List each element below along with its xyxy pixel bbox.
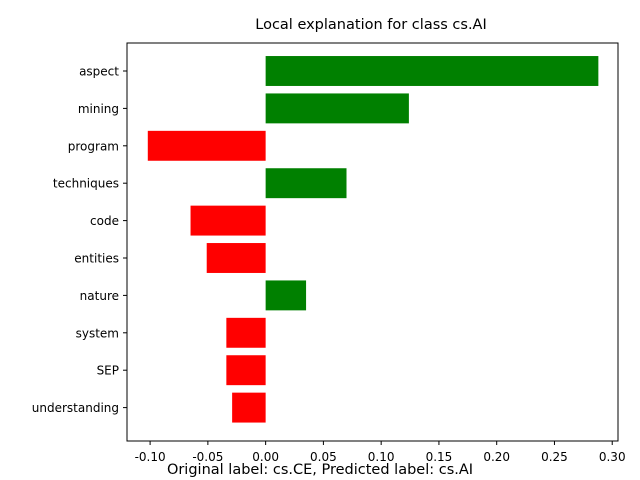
y-tick-label: entities xyxy=(74,252,119,266)
axes-frame xyxy=(126,42,619,442)
x-tick-label: 0.20 xyxy=(483,450,510,464)
x-tick-label: 0.15 xyxy=(426,450,453,464)
x-tick-label: 0.00 xyxy=(252,450,279,464)
x-tick-label: 0.25 xyxy=(541,450,568,464)
y-tick-label: code xyxy=(90,214,119,228)
bar-system xyxy=(226,317,266,348)
bar-program xyxy=(147,130,266,161)
chart-title: Local explanation for class cs.AI xyxy=(255,17,487,33)
bar-understanding xyxy=(232,392,266,423)
x-tick-label: 0.10 xyxy=(368,450,395,464)
bar-techniques xyxy=(265,168,347,199)
bar-mining xyxy=(265,93,409,124)
x-tick-label: -0.10 xyxy=(135,450,166,464)
bar-code xyxy=(190,205,266,236)
bar-nature xyxy=(265,280,307,311)
x-ticks-group: -0.10 -0.05 0.00 0.05 0.10 0.15 0.20 0.25 0.30 xyxy=(135,441,626,464)
x-tick-label: -0.05 xyxy=(192,450,223,464)
bar-aspect xyxy=(265,56,599,86)
bar-sep xyxy=(226,355,266,386)
y-ticks-group: aspect mining program techniques code entitie… xyxy=(32,65,127,415)
y-tick-label: nature xyxy=(80,289,119,303)
y-tick-label: understanding xyxy=(32,401,119,415)
chart-caption: Original label: cs.CE, Predicted label: … xyxy=(167,462,473,478)
y-tick-label: mining xyxy=(78,102,119,116)
y-tick-label: SEP xyxy=(97,364,119,378)
x-tick-label: 0.05 xyxy=(310,450,337,464)
x-tick-label: 0.30 xyxy=(599,450,626,464)
y-tick-label: system xyxy=(76,326,119,340)
bar-entities xyxy=(206,243,266,273)
y-tick-label: techniques xyxy=(53,177,119,191)
y-tick-label: program xyxy=(68,139,119,153)
y-tick-label: aspect xyxy=(79,65,119,79)
bars-group xyxy=(147,56,599,423)
